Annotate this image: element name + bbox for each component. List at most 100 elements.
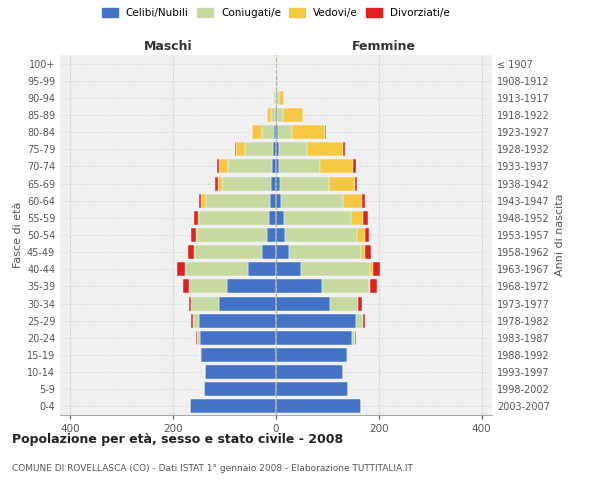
Bar xyxy=(292,125,325,139)
Text: Femmine: Femmine xyxy=(352,40,416,54)
Bar xyxy=(364,211,368,225)
Bar xyxy=(191,228,196,242)
Bar xyxy=(301,262,370,276)
Text: Popolazione per età, sesso e stato civile - 2008: Popolazione per età, sesso e stato civil… xyxy=(12,432,343,446)
Bar xyxy=(353,160,356,173)
Text: COMUNE DI ROVELLASCA (CO) - Dati ISTAT 1° gennaio 2008 - Elaborazione TUTTITALIA: COMUNE DI ROVELLASCA (CO) - Dati ISTAT 1… xyxy=(12,464,413,473)
Bar xyxy=(177,262,185,276)
Bar xyxy=(365,228,369,242)
Bar xyxy=(277,108,283,122)
Bar xyxy=(370,262,373,276)
Bar xyxy=(196,228,197,242)
Y-axis label: Anni di nascita: Anni di nascita xyxy=(555,194,565,276)
Bar xyxy=(276,382,348,396)
Bar xyxy=(191,314,193,328)
Bar xyxy=(357,228,365,242)
Bar xyxy=(329,176,355,190)
Bar xyxy=(186,262,248,276)
Bar xyxy=(267,228,276,242)
Bar xyxy=(276,211,284,225)
Bar xyxy=(373,262,380,276)
Bar xyxy=(285,228,357,242)
Text: Maschi: Maschi xyxy=(143,40,193,54)
Bar xyxy=(274,142,276,156)
Bar xyxy=(276,262,301,276)
Bar xyxy=(276,142,278,156)
Bar xyxy=(277,74,278,88)
Bar xyxy=(199,314,276,328)
Bar xyxy=(283,108,303,122)
Bar xyxy=(307,142,343,156)
Bar xyxy=(271,176,276,190)
Bar xyxy=(185,262,186,276)
Bar xyxy=(197,228,267,242)
Bar xyxy=(190,400,276,413)
Bar xyxy=(355,176,357,190)
Bar xyxy=(200,331,276,345)
Bar xyxy=(204,382,276,396)
Bar xyxy=(361,245,365,259)
Bar xyxy=(276,400,361,413)
Bar xyxy=(276,245,289,259)
Bar xyxy=(220,296,276,310)
Bar xyxy=(200,348,202,362)
Bar xyxy=(276,91,278,105)
Bar xyxy=(322,280,368,293)
Bar xyxy=(276,176,280,190)
Bar xyxy=(271,108,275,122)
Bar xyxy=(194,245,195,259)
Bar xyxy=(347,348,348,362)
Bar xyxy=(262,125,274,139)
Bar xyxy=(245,142,274,156)
Bar xyxy=(352,331,355,345)
Bar xyxy=(284,211,350,225)
Bar xyxy=(218,176,222,190)
Bar xyxy=(272,160,276,173)
Bar xyxy=(276,280,322,293)
Bar xyxy=(196,331,197,345)
Bar xyxy=(275,108,276,122)
Bar xyxy=(343,194,362,207)
Bar xyxy=(195,245,262,259)
Y-axis label: Fasce di età: Fasce di età xyxy=(13,202,23,268)
Bar xyxy=(362,194,365,207)
Bar xyxy=(222,176,271,190)
Bar xyxy=(276,125,278,139)
Bar xyxy=(276,160,278,173)
Bar xyxy=(274,125,276,139)
Bar xyxy=(364,314,365,328)
Bar xyxy=(199,211,269,225)
Bar xyxy=(368,280,370,293)
Bar xyxy=(370,280,377,293)
Bar xyxy=(320,160,353,173)
Bar xyxy=(202,348,276,362)
Bar xyxy=(350,211,364,225)
Bar xyxy=(278,142,307,156)
Bar xyxy=(276,108,277,122)
Bar xyxy=(188,280,227,293)
Bar xyxy=(278,91,284,105)
Bar xyxy=(276,296,330,310)
Bar xyxy=(184,280,188,293)
Bar xyxy=(276,228,285,242)
Bar xyxy=(262,245,276,259)
Bar xyxy=(205,365,276,379)
Bar xyxy=(278,160,320,173)
Bar xyxy=(188,296,191,310)
Bar xyxy=(269,211,276,225)
Bar xyxy=(325,125,326,139)
Bar xyxy=(199,194,202,207)
Legend: Celibi/Nubili, Coniugati/e, Vedovi/e, Divorziati/e: Celibi/Nubili, Coniugati/e, Vedovi/e, Di… xyxy=(102,8,450,18)
Bar xyxy=(276,314,356,328)
Bar xyxy=(276,348,347,362)
Bar xyxy=(356,314,364,328)
Bar xyxy=(358,296,362,310)
Bar xyxy=(193,314,199,328)
Bar xyxy=(198,211,199,225)
Bar xyxy=(343,142,346,156)
Bar xyxy=(217,160,219,173)
Bar xyxy=(289,245,361,259)
Bar xyxy=(278,125,292,139)
Bar xyxy=(276,365,343,379)
Bar xyxy=(206,194,270,207)
